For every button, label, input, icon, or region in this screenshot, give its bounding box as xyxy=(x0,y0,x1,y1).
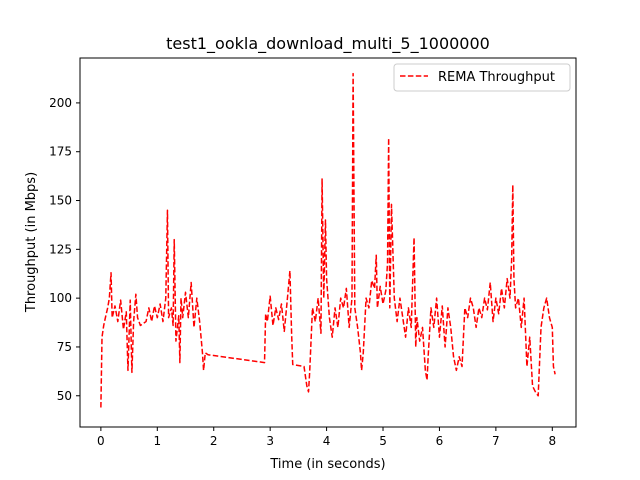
x-tick-label: 1 xyxy=(153,434,161,448)
plot-background xyxy=(80,58,576,427)
y-tick-label: 100 xyxy=(49,291,72,305)
legend-label: REMA Throughput xyxy=(438,70,555,85)
x-tick-label: 3 xyxy=(266,434,274,448)
x-tick-label: 5 xyxy=(379,434,387,448)
chart-title: test1_ookla_download_multi_5_1000000 xyxy=(166,34,490,54)
x-tick-label: 6 xyxy=(436,434,444,448)
y-tick-label: 75 xyxy=(57,340,72,354)
y-axis: 50 75 100 125 150 175 200 xyxy=(49,96,80,403)
legend-box xyxy=(393,63,571,92)
x-tick-label: 2 xyxy=(210,434,218,448)
plot-frame xyxy=(79,57,577,428)
x-axis-label: Time (in seconds) xyxy=(269,457,385,472)
legend: REMA Throughput xyxy=(393,63,571,92)
y-tick-label: 150 xyxy=(49,194,72,208)
x-tick-label: 7 xyxy=(492,434,500,448)
series-line-rema-throughput xyxy=(100,72,556,408)
y-tick-label: 125 xyxy=(49,242,72,256)
y-tick-label: 50 xyxy=(57,389,72,403)
x-tick-label: 0 xyxy=(97,434,105,448)
x-tick-label: 8 xyxy=(548,434,556,448)
series-layer xyxy=(100,72,556,408)
plot-area xyxy=(79,57,577,428)
x-axis: 0 1 2 3 4 5 6 7 8 xyxy=(97,427,556,448)
y-axis-label: Throughput (in Mbps) xyxy=(24,172,39,313)
y-tick-label: 175 xyxy=(49,145,72,159)
y-tick-label: 200 xyxy=(49,96,72,110)
x-tick-label: 4 xyxy=(323,434,331,448)
